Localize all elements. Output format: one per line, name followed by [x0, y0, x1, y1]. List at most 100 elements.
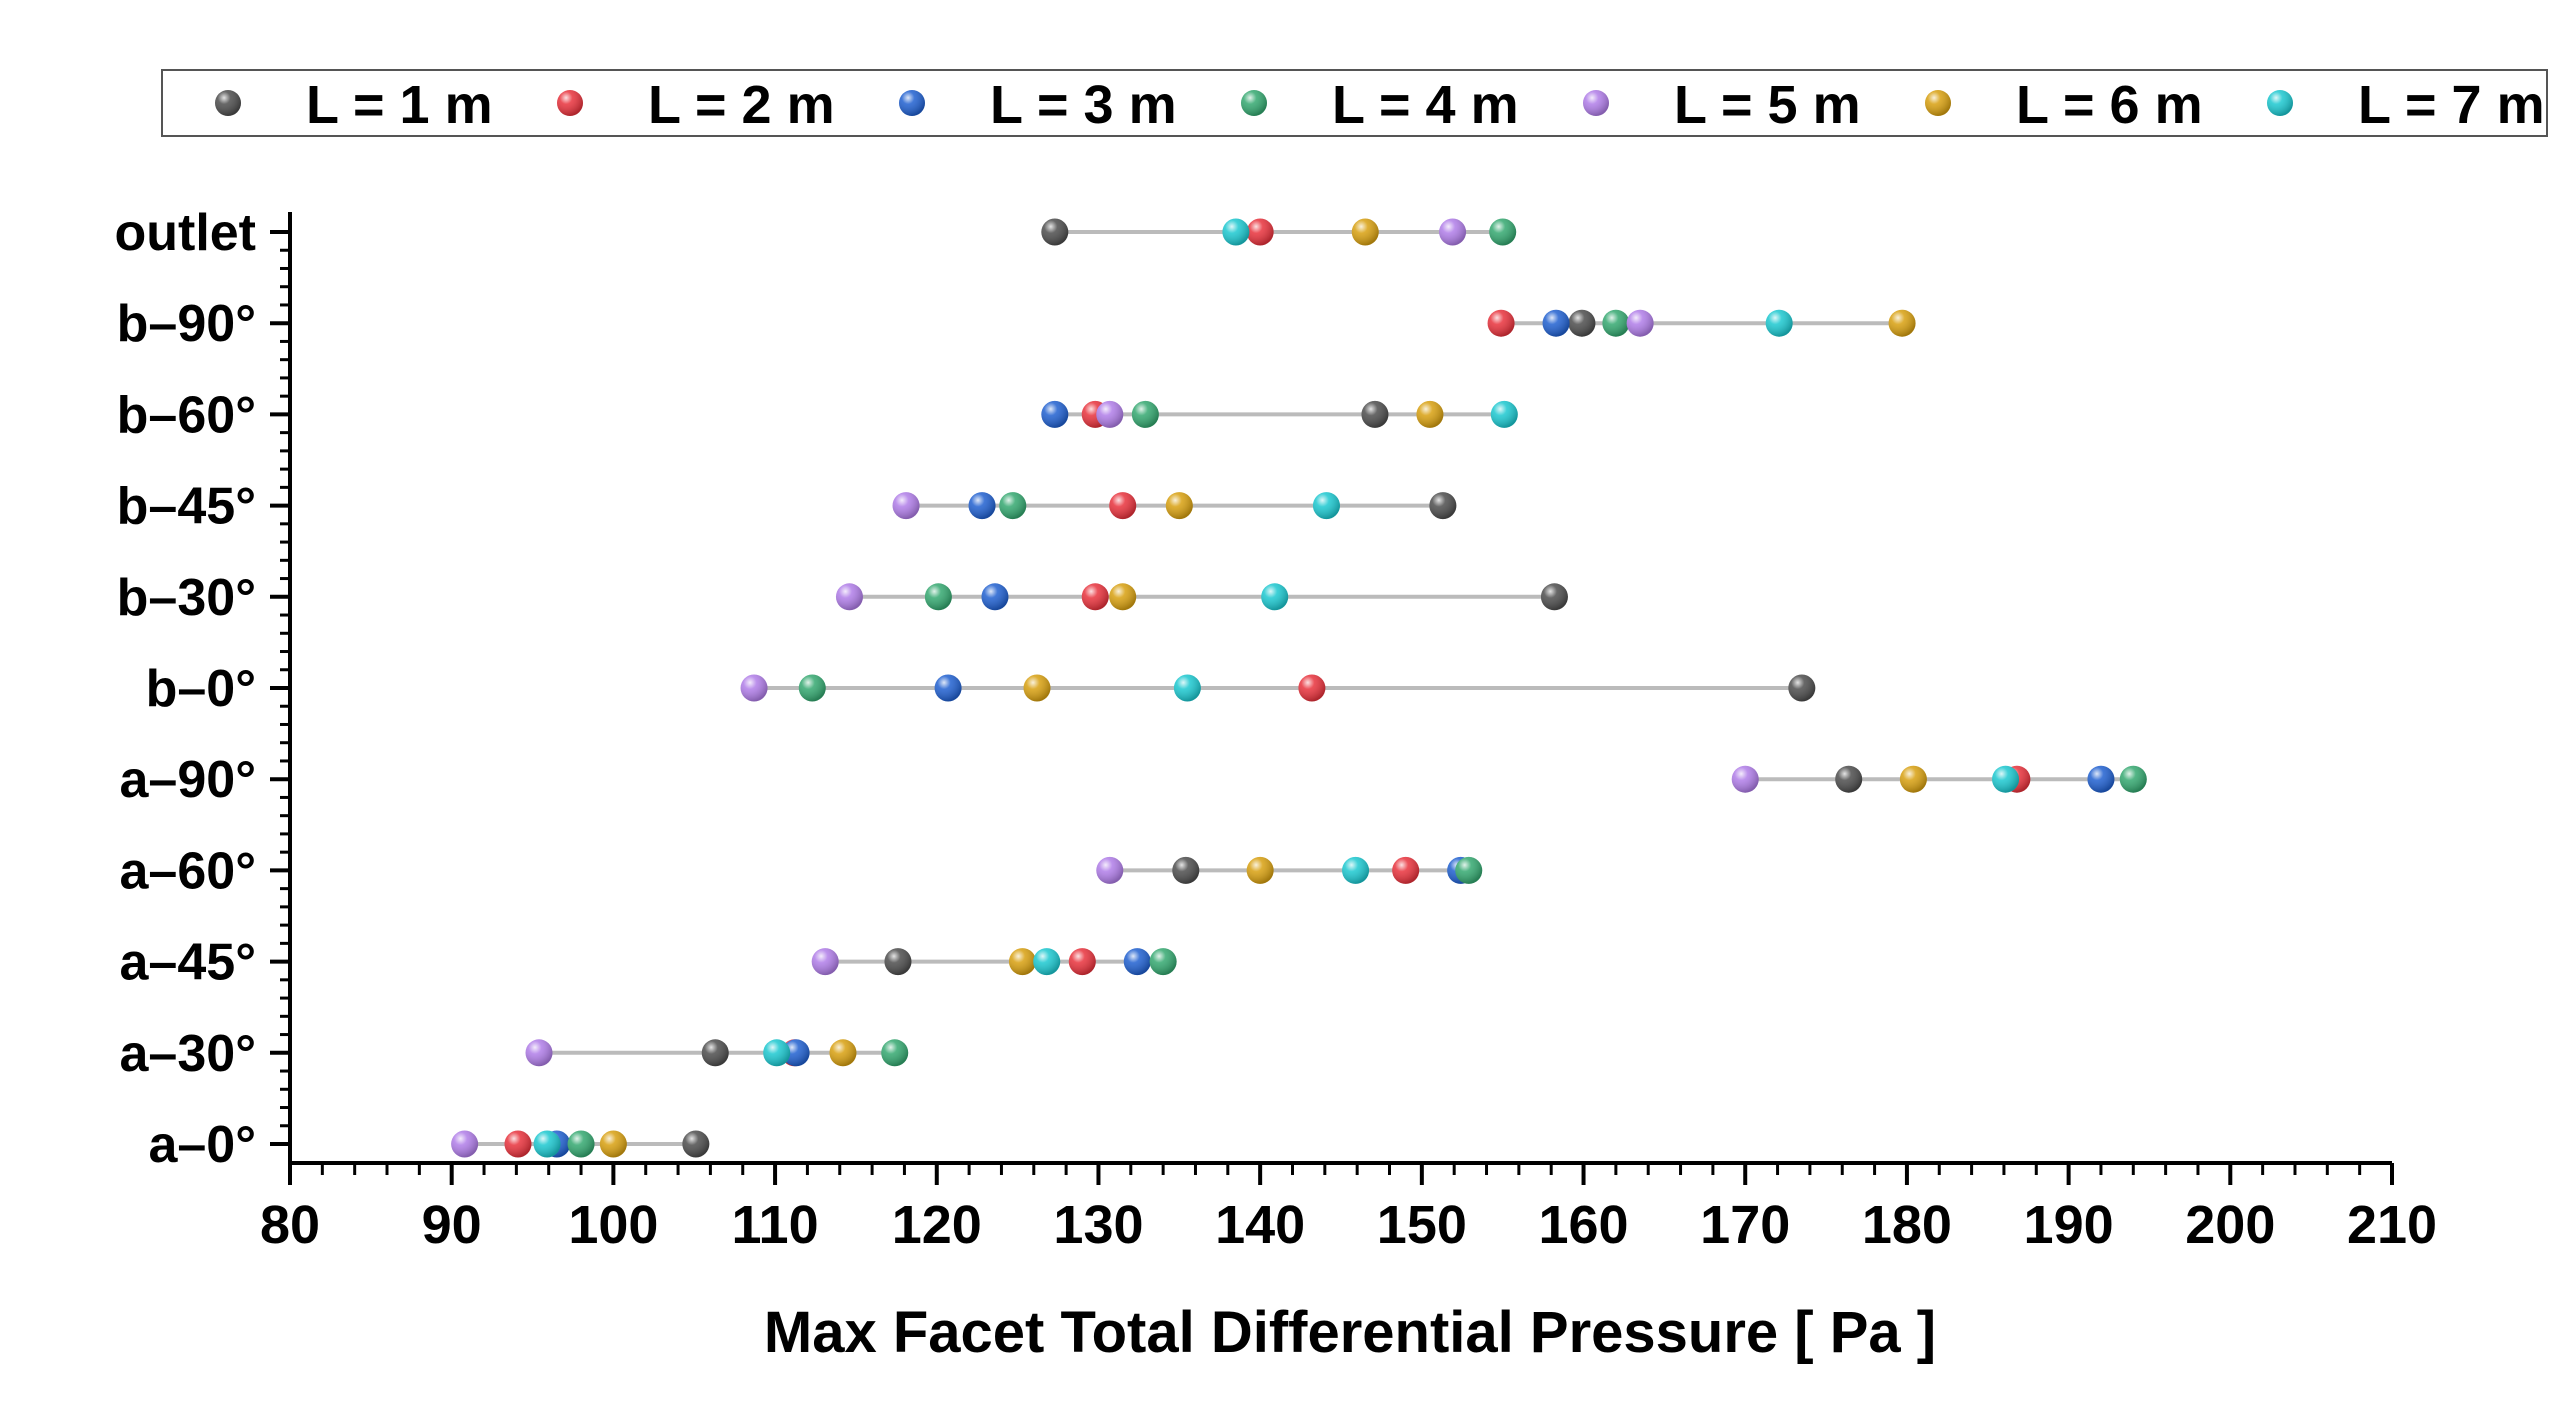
data-point [1096, 856, 1124, 884]
row-5 [740, 674, 1816, 702]
data-point [1888, 309, 1916, 337]
data-point [1123, 948, 1151, 976]
data-point-sheen [1392, 856, 1420, 884]
legend-marker-sheen [1925, 90, 1951, 116]
legend-marker-sheen [1241, 90, 1267, 116]
data-point-sheen [1342, 856, 1370, 884]
data-point-sheen [1888, 309, 1916, 337]
data-point [533, 1130, 561, 1158]
row-3 [892, 492, 1457, 520]
data-point [451, 1130, 479, 1158]
data-point-sheen [1490, 400, 1518, 428]
data-point-sheen [533, 1130, 561, 1158]
data-point-sheen [504, 1130, 532, 1158]
data-point-sheen [1041, 218, 1069, 246]
data-point [1487, 309, 1515, 337]
y-tick-label: b–0° [146, 660, 256, 718]
legend-entry: L = 2 m [557, 75, 835, 135]
data-point [1096, 400, 1124, 428]
legend-label: L = 3 m [990, 75, 1177, 135]
data-point [1342, 856, 1370, 884]
data-point [1489, 218, 1517, 246]
data-point [924, 583, 952, 611]
data-point [740, 674, 768, 702]
y-tick-label: b–60° [117, 386, 256, 444]
legend-label: L = 2 m [648, 75, 835, 135]
x-tick-label: 170 [1700, 1195, 1790, 1255]
x-tick-label: 160 [1538, 1195, 1628, 1255]
data-point [1788, 674, 1816, 702]
data-point [1731, 765, 1759, 793]
data-point-sheen [1626, 309, 1654, 337]
data-point [2087, 765, 2115, 793]
data-point-sheen [782, 1039, 810, 1067]
data-point-sheen [1992, 765, 2020, 793]
data-point [1033, 948, 1061, 976]
y-tick-label: a–60° [120, 842, 256, 900]
row-0 [1041, 218, 1517, 246]
data-point-sheen [1489, 218, 1517, 246]
data-point-sheen [740, 674, 768, 702]
row-2 [1041, 400, 1518, 428]
data-point [829, 1039, 857, 1067]
data-point-sheen [2087, 765, 2115, 793]
data-point [1149, 948, 1177, 976]
data-point-sheen [811, 948, 839, 976]
data-point [1416, 400, 1444, 428]
legend-label: L = 1 m [306, 75, 493, 135]
x-tick-label: 100 [568, 1195, 658, 1255]
data-point-sheen [682, 1130, 710, 1158]
data-point [1222, 218, 1250, 246]
data-point [1361, 400, 1389, 428]
y-tick-label: b–90° [117, 295, 256, 353]
data-point [1109, 492, 1137, 520]
data-point [682, 1130, 710, 1158]
data-point [1023, 674, 1051, 702]
data-point-sheen [881, 1039, 909, 1067]
data-point [1173, 674, 1201, 702]
data-point [1081, 583, 1109, 611]
data-point-sheen [1131, 400, 1159, 428]
y-tick-label: a–0° [148, 1116, 256, 1174]
data-point-sheen [924, 583, 952, 611]
data-point-sheen [1731, 765, 1759, 793]
data-point [1602, 309, 1630, 337]
data-point-sheen [1487, 309, 1515, 337]
data-point-sheen [1602, 309, 1630, 337]
data-point-sheen [567, 1130, 595, 1158]
category-rows [451, 218, 2147, 1158]
data-point-sheen [1081, 583, 1109, 611]
x-tick-label: 180 [1862, 1195, 1952, 1255]
data-point-sheen [1096, 856, 1124, 884]
legend-marker-sheen [2267, 90, 2293, 116]
data-point-sheen [1899, 765, 1927, 793]
data-point-sheen [1041, 400, 1069, 428]
data-point-sheen [763, 1039, 791, 1067]
data-point [1626, 309, 1654, 337]
legend-entry: L = 7 m [2267, 75, 2545, 135]
data-point [567, 1130, 595, 1158]
data-point-sheen [981, 583, 1009, 611]
x-tick-label: 150 [1377, 1195, 1467, 1255]
data-point-sheen [1165, 492, 1193, 520]
data-point-sheen [1222, 218, 1250, 246]
data-point [1165, 492, 1193, 520]
data-point [1568, 309, 1596, 337]
data-point-sheen [1123, 948, 1151, 976]
data-point [599, 1130, 627, 1158]
legend-label: L = 7 m [2358, 75, 2545, 135]
data-point-sheen [1246, 856, 1274, 884]
data-point [835, 583, 863, 611]
data-point [1351, 218, 1379, 246]
data-point [1172, 856, 1200, 884]
data-point-sheen [1298, 674, 1326, 702]
data-point [881, 1039, 909, 1067]
legend-entry: L = 4 m [1241, 75, 1519, 135]
data-point [701, 1039, 729, 1067]
data-point [504, 1130, 532, 1158]
data-point [525, 1039, 553, 1067]
x-tick-label: 90 [422, 1195, 482, 1255]
data-point-sheen [1416, 400, 1444, 428]
row-8 [811, 948, 1177, 976]
legend-marker-sheen [899, 90, 925, 116]
